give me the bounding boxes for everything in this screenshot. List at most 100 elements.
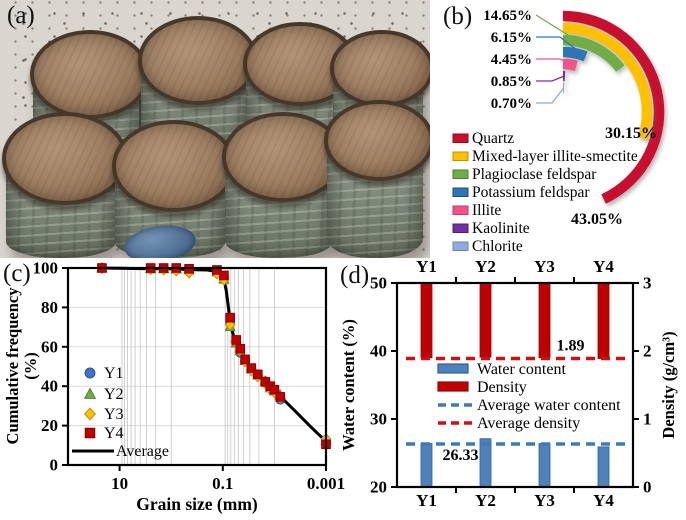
legend-label-y3: Y3 [104,406,124,423]
series-y3-markers [96,261,332,446]
value-label-quartz: 43.05% [571,211,623,228]
marker-y4 [84,427,96,439]
left-tick-label: 40 [370,342,387,361]
soil-top-surface [112,120,236,212]
bottom-category-label: Y2 [475,491,496,510]
legend-label-mixed-layer-illite-smectite: Mixed-layer illite-smectite [472,148,638,165]
right-tick-label: 1 [643,410,652,429]
soil-sample-cylinder-5 [2,112,128,258]
value-label-kaolinite: 0.85% [491,74,532,90]
bar-water-content-y1 [420,443,433,488]
bottom-category-label: Y1 [416,491,437,510]
legend-swatch-illite [452,205,469,215]
bottom-category-label: Y3 [534,491,555,510]
marker-y4 [246,363,257,373]
x-tick-label: 10 [111,474,128,493]
grain-size-chart: 10 0.1 0.001 0 20 40 60 80 100 Grain size (mm) Cum… [3,259,345,515]
bottom-category-label: Y4 [593,491,614,510]
bar-density-y3 [538,282,551,359]
legend-swatch-chlorite [452,241,469,251]
legend-label-chlorite: Chlorite [472,238,523,255]
leader-line-plagioclase-feldspar [535,14,620,68]
legend-swatch-kaolinite [452,223,469,233]
legend-label-potassium-feldspar: Potassium feldspar [472,184,590,201]
legend-swatch-plagioclase-feldspar [452,169,469,179]
bar-density-y4 [597,282,610,359]
panel-d-label: (d) [340,262,370,289]
y-tick-label: 0 [50,456,59,475]
value-label-mixed-layer-illite-smectite: 30.15% [605,125,657,142]
right-tick-label: 0 [643,478,652,497]
marker-y3 [84,407,96,421]
marker-y4 [235,343,246,354]
panel-a-label: (a) [7,2,35,29]
panel-b-label: (b) [443,3,473,30]
left-axis-title: Water content (%) [340,319,358,451]
y-tick-label: 20 [41,416,58,435]
marker-y1 [84,367,96,379]
marker-y4 [212,265,222,275]
right-tick-label: 3 [643,274,652,293]
soil-top-surface [2,112,128,205]
panel-a-photo [0,0,430,258]
legend-label-average-water-content: Average water content [477,397,621,414]
y-tick-label: 80 [41,298,58,317]
soil-top-surface [324,100,430,181]
legend-label-y1: Y1 [104,365,124,382]
marker-y4 [252,369,263,380]
pie-arc-potassium-feldspar [562,46,588,62]
x-tick-label: 0.1 [212,474,233,493]
water-density-chart: 26.33 1.89 20 30 40 50 0 1 2 3 Y1 Y1 Y2 Y2 Y3 Y3 Y4 Y4 Wat… [340,258,678,510]
plot-border [66,266,328,467]
leader-line-illite [536,58,576,67]
value-label-potassium-feldspar: 6.15% [491,30,532,46]
marker-y4 [219,270,229,281]
right-tick-label: 2 [643,342,652,361]
marker-y4 [269,384,280,395]
legend-label-quartz: Quartz [472,130,514,147]
top-category-label: Y3 [534,258,555,276]
top-category-label: Y4 [593,258,614,276]
x-axis-title: Grain size (mm) [136,494,258,514]
legend-label-y2: Y2 [104,386,124,403]
series-y2-markers [96,261,332,446]
y-axis-title: Cumulative frequency(%) [3,287,40,445]
value-label-chlorite: 0.70% [491,96,532,112]
annotation-average-water-content: 26.33 [443,447,479,464]
legend-label-average-density: Average density [477,415,580,432]
left-tick-label: 30 [370,410,387,429]
top-category-label: Y2 [475,258,496,276]
legend-swatch-water-content [437,363,469,374]
panel-c-label: (c) [3,260,31,287]
soil-sample-cylinder-6 [112,120,236,258]
legend-label-density: Density [477,379,527,396]
legend-label-average: Average [116,443,169,460]
series-y1-markers [96,263,331,447]
top-category-label: Y1 [416,258,437,276]
soil-top-surface [330,30,430,107]
y-tick-label: 60 [41,337,58,356]
soil-sample-cylinder-7 [222,112,344,258]
leader-line-potassium-feldspar [536,36,586,57]
pie-arc-mixed-layer-illite-smectite [562,22,653,141]
pie-arc-illite [562,58,578,71]
left-tick-label: 20 [370,478,387,497]
leader-line-kaolinite [536,75,565,82]
x-tick-label: 0.001 [307,474,345,493]
bar-density-y1 [420,282,433,359]
legend-label-water-content: Water content [477,361,566,378]
bar-water-content-y4 [597,446,610,488]
marker-y4 [240,354,250,365]
bar-water-content-y2 [479,438,492,488]
marker-y2 [83,387,97,399]
marker-y4 [275,392,286,402]
value-label-illite: 4.45% [491,52,532,68]
soil-top-surface [138,16,258,105]
soil-sample-cylinder-8 [324,100,430,258]
mineral-composition-chart: 43.05% 30.15% 14.65% 6.15% 4.45% 0.85% 0.70% Qu… [452,8,665,255]
y-tick-label: 100 [33,259,59,278]
bar-density-y2 [479,282,492,358]
soil-top-surface [30,30,150,119]
legend-label-illite: Illite [472,202,501,219]
